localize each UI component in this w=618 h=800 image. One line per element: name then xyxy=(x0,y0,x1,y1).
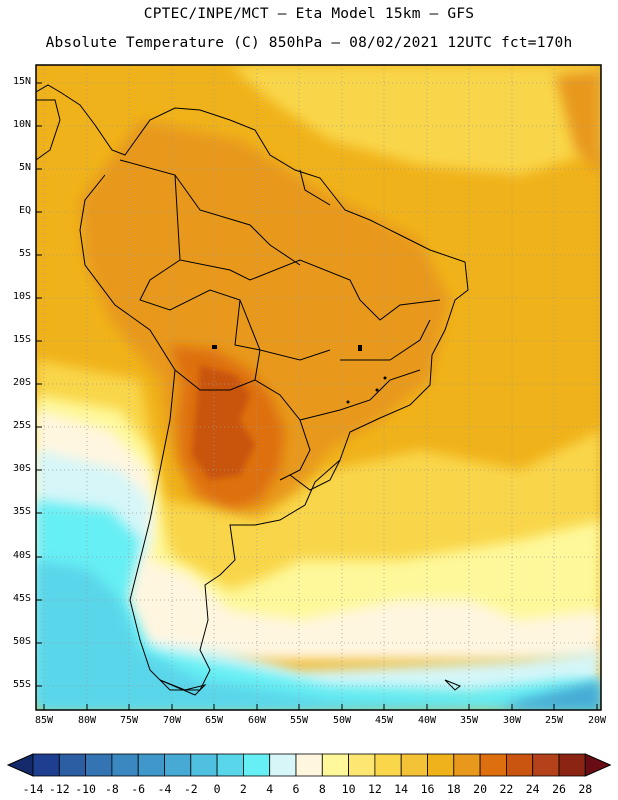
colorbar-swatch xyxy=(32,753,60,777)
temperature-band xyxy=(500,680,601,710)
colorbar-label: -4 xyxy=(157,782,172,796)
lat-label: 55S xyxy=(12,679,31,690)
lat-label: EQ xyxy=(18,205,31,216)
colorbar-label: 2 xyxy=(239,782,247,796)
temperature-band xyxy=(555,70,601,175)
colorbar-label: -14 xyxy=(22,782,44,796)
lakes xyxy=(212,345,387,404)
temperature-field xyxy=(36,65,601,710)
lon-label: 80W xyxy=(77,715,97,726)
colorbar-label: 22 xyxy=(499,782,514,796)
temperature-band xyxy=(36,500,601,710)
colorbar-swatch xyxy=(58,753,86,777)
colorbar-swatch xyxy=(269,753,297,777)
colorbar-swatch xyxy=(348,753,376,777)
lon-label: 50W xyxy=(332,715,352,726)
lat-label: 5S xyxy=(18,248,31,259)
lat-label: 15N xyxy=(12,76,31,87)
colorbar-label: 14 xyxy=(394,782,409,796)
lon-label: 70W xyxy=(162,715,182,726)
colorbar-label: 20 xyxy=(473,782,488,796)
colorbar-label: 16 xyxy=(420,782,435,796)
temperature-band xyxy=(36,360,601,600)
lat-label: 40S xyxy=(12,550,31,561)
lat-label: 10S xyxy=(12,291,31,302)
colorbar-label: 24 xyxy=(525,782,540,796)
map-title-line2: Absolute Temperature (C) 850hPa – 08/02/… xyxy=(45,35,573,51)
lat-label: 15S xyxy=(12,334,31,345)
temperature-band xyxy=(80,120,450,520)
colorbar-swatch xyxy=(295,753,323,777)
colorbar-min-arrow xyxy=(6,753,34,777)
colorbar-label: 0 xyxy=(213,782,221,796)
colorbar-label: 4 xyxy=(266,782,274,796)
colorbar-swatch xyxy=(374,753,402,777)
lat-label: 35S xyxy=(12,506,31,517)
temperature-band xyxy=(192,365,255,480)
colorbar-label: 8 xyxy=(318,782,326,796)
colorbar-swatch xyxy=(190,753,218,777)
map-frame xyxy=(35,64,602,711)
colorbar-label: 6 xyxy=(292,782,300,796)
lon-label: 40W xyxy=(417,715,437,726)
colorbar-label: -10 xyxy=(75,782,96,796)
colorbar-label: -8 xyxy=(104,782,119,796)
map-title-line1: CPTEC/INPE/MCT – Eta Model 15km – GFS xyxy=(143,6,475,22)
colorbar-swatch xyxy=(111,753,139,777)
colorbar-label: 12 xyxy=(367,782,382,796)
axis-ticks xyxy=(36,82,598,710)
lat-label: 20S xyxy=(12,377,31,388)
coastlines-and-borders xyxy=(36,84,469,696)
lon-label: 20W xyxy=(587,715,607,726)
lon-label: 55W xyxy=(289,715,309,726)
lon-label: 65W xyxy=(204,715,224,726)
colorbar-swatch xyxy=(85,753,113,777)
colorbar-swatch xyxy=(216,753,244,777)
colorbar-label: 18 xyxy=(446,782,461,796)
lon-label: 60W xyxy=(247,715,267,726)
lat-label: 50S xyxy=(12,636,31,647)
lat-label: 10N xyxy=(12,119,31,130)
temperature-band xyxy=(36,560,601,710)
lon-label: 85W xyxy=(34,715,54,726)
colorbar-label: 26 xyxy=(552,782,566,796)
lon-label: 35W xyxy=(459,715,479,726)
colorbar-swatch xyxy=(137,753,165,777)
colorbar-swatch xyxy=(321,753,349,777)
colorbar-swatch xyxy=(453,753,481,777)
colorbar-max-arrow xyxy=(584,753,612,777)
lat-label: 25S xyxy=(12,420,31,431)
colorbar-swatch xyxy=(505,753,534,777)
colorbar-swatch xyxy=(242,753,271,777)
lon-label: 30W xyxy=(502,715,522,726)
colorbar-swatch xyxy=(164,753,192,777)
colorbar-label: -12 xyxy=(48,782,70,796)
colorbar-swatch xyxy=(427,753,455,777)
colorbar-label: 28 xyxy=(578,782,593,796)
lon-label: 45W xyxy=(374,715,394,726)
colorbar-swatch xyxy=(532,753,560,777)
temperature-band xyxy=(230,65,601,175)
colorbar-swatch xyxy=(400,753,428,777)
lat-label: 45S xyxy=(12,593,31,604)
colorbar-swatch xyxy=(558,753,586,777)
colorbar-label: 10 xyxy=(341,782,356,796)
lat-label: 5N xyxy=(18,162,31,173)
lat-label: 30S xyxy=(12,463,31,474)
temperature-band xyxy=(36,410,601,660)
lon-label: 25W xyxy=(544,715,564,726)
colorbar-label: -6 xyxy=(131,782,146,796)
lon-label: 75W xyxy=(119,715,139,726)
colorbar xyxy=(6,753,612,777)
colorbar-swatch xyxy=(479,753,507,777)
colorbar-label: -2 xyxy=(183,782,198,796)
